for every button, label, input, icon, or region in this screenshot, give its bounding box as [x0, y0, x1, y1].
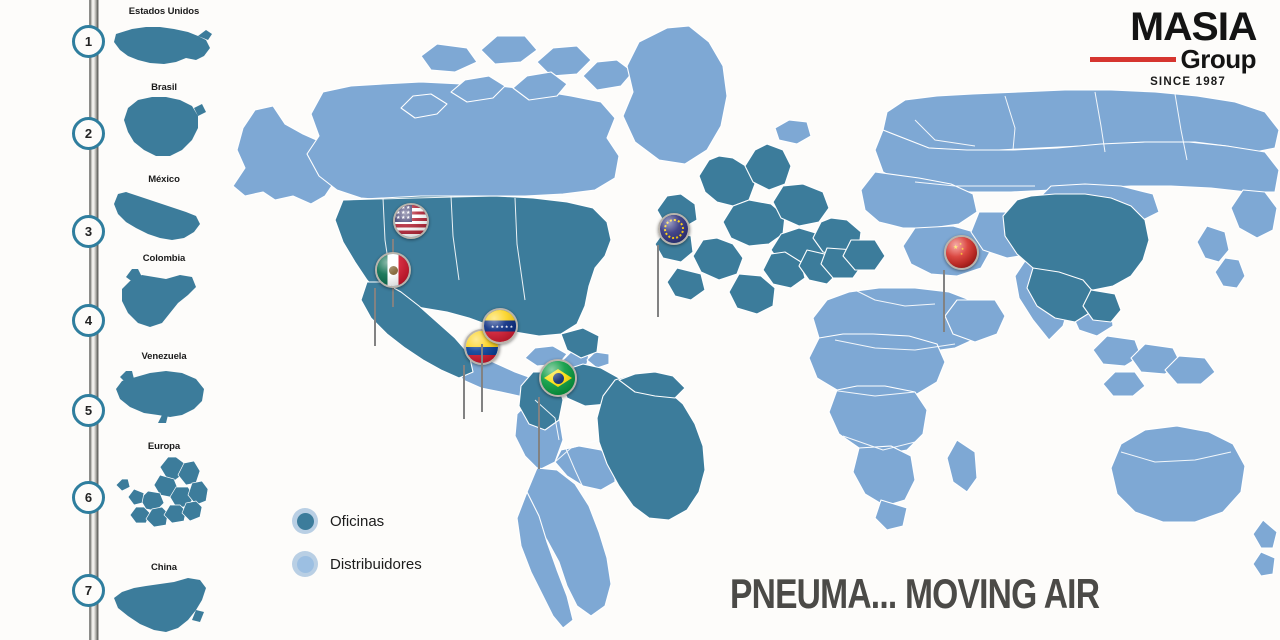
office-regions [334, 143, 1150, 521]
rail-badge-number: 7 [84, 583, 93, 598]
venezuela-shape [108, 363, 220, 425]
us-flag-icon: ★★★ ★★★ ★★★ [393, 203, 429, 239]
rail-badge-number: 5 [84, 403, 93, 418]
rail-badge-number: 6 [84, 490, 93, 505]
brazil-shape [108, 94, 220, 160]
country-rail: Estados Unidos Brasil México Colombia Ve… [0, 0, 220, 640]
colombia-shape [108, 265, 220, 331]
logo-since: SINCE 1987 [1150, 75, 1226, 88]
rail-label: Europa [147, 441, 181, 452]
pin-stem [463, 365, 465, 419]
map-legend: Oficinas Distribuidores [292, 508, 422, 594]
rail-badge-4[interactable]: 4 [72, 304, 105, 337]
masia-group-logo: MASIA Group SINCE 1987 [1089, 7, 1257, 88]
rail-label: China [151, 562, 177, 573]
legend-item-oficinas[interactable]: Oficinas [292, 508, 422, 534]
mexico-shape [108, 186, 220, 246]
distributor-regions [232, 25, 1280, 629]
rail-label: Brasil [151, 82, 177, 93]
pin-stem [481, 344, 483, 412]
logo-subword: Group [1180, 44, 1257, 75]
venezuela-flag-icon: ★ ★ ★ ★ ★ [482, 308, 518, 344]
rail-badge-3[interactable]: 3 [72, 215, 105, 248]
rail-badge-number: 2 [84, 126, 93, 141]
pin-stem [538, 397, 540, 469]
rail-label: Estados Unidos [128, 6, 200, 17]
rail-badge-1[interactable]: 1 [72, 25, 105, 58]
china-shape [108, 574, 220, 634]
rail-badge-number: 1 [84, 34, 93, 49]
rail-label: México [148, 174, 180, 185]
pin-stem [657, 245, 659, 317]
rail-label: Colombia [142, 253, 186, 264]
rail-badge-6[interactable]: 6 [72, 481, 105, 514]
rail-badge-2[interactable]: 2 [72, 117, 105, 150]
rail-badge-number: 4 [84, 313, 93, 328]
logo-wordmark: MASIA [1129, 5, 1257, 49]
brazil-flag-icon [539, 359, 577, 397]
europe-shape [108, 453, 220, 529]
pin-stem [374, 288, 376, 346]
rail-badge-7[interactable]: 7 [72, 574, 105, 607]
legend-item-distribuidores[interactable]: Distribuidores [292, 551, 422, 577]
world-map-svg [232, 25, 1280, 629]
pin-stem [943, 270, 945, 332]
mexico-flag-icon [375, 252, 411, 288]
legend-dot-distributor [292, 551, 318, 577]
legend-dot-office [292, 508, 318, 534]
eu-flag-icon [658, 213, 690, 245]
rail-label: Venezuela [141, 351, 187, 362]
rail-badge-number: 3 [84, 224, 93, 239]
usa-shape [108, 18, 220, 70]
world-map [215, 0, 1280, 640]
legend-label: Distribuidores [330, 555, 422, 573]
tagline: PNEUMA... MOVING AIR [730, 570, 1100, 617]
logo-accent-bar [1089, 57, 1176, 63]
legend-label: Oficinas [330, 512, 385, 530]
rail-badge-5[interactable]: 5 [72, 394, 105, 427]
china-flag-icon: ★ ★ ★ ★ [944, 235, 979, 270]
